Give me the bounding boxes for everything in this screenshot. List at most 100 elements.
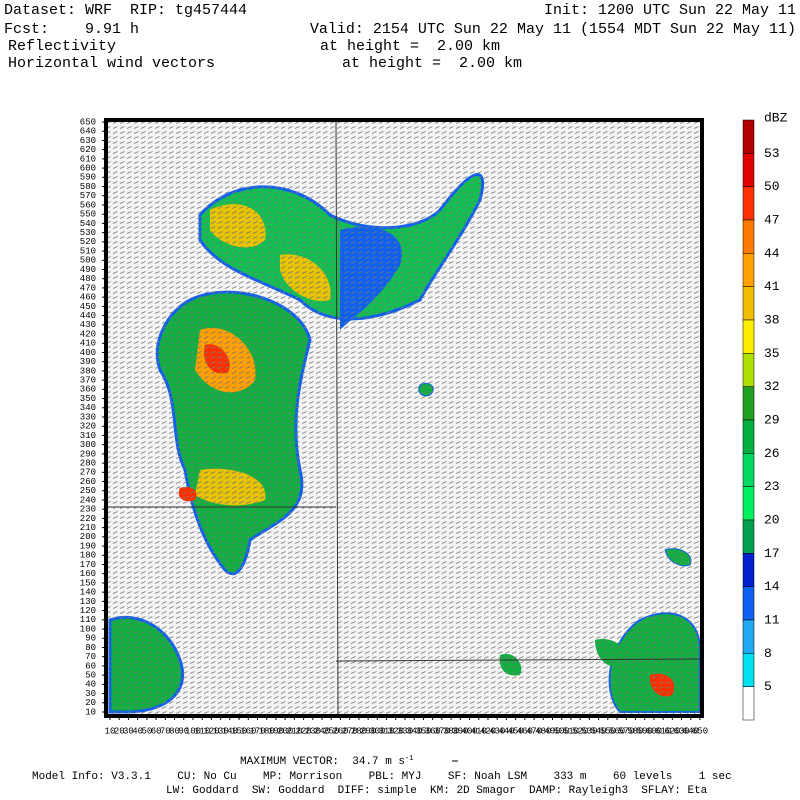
y-tick-label: 330 (80, 412, 96, 422)
x-tick-label: 180 (259, 726, 275, 736)
y-tick-label: 550 (80, 210, 96, 220)
x-tick-label: 270 (342, 726, 358, 736)
x-tick-label: 150 (231, 726, 247, 736)
y-tick-label: 470 (80, 283, 96, 293)
y-tick-label: 620 (80, 145, 96, 155)
y-tick-label: 180 (80, 551, 96, 561)
y-tick-label: 510 (80, 246, 96, 256)
dataset: Dataset: WRF RIP: tg457444 (4, 2, 247, 19)
x-tick-label: 20 (114, 726, 125, 736)
x-tick-label: 80 (169, 726, 180, 736)
x-tick-label: 190 (268, 726, 284, 736)
x-tick-label: 230 (305, 726, 321, 736)
colorbar-box (742, 419, 755, 454)
y-tick-label: 640 (80, 127, 96, 137)
colorbar-label: 11 (764, 612, 780, 627)
x-tick-label: 140 (222, 726, 238, 736)
colorbar-label: 26 (764, 446, 780, 461)
y-tick-label: 480 (80, 274, 96, 284)
y-tick-label: 650 (80, 117, 96, 127)
y-tick-label: 540 (80, 219, 96, 229)
y-tick-label: 290 (80, 449, 96, 459)
y-tick-label: 630 (80, 136, 96, 146)
y-tick-label: 110 (80, 615, 96, 625)
colorbar-label: 29 (764, 412, 780, 427)
y-tick-label: 20 (85, 698, 96, 708)
y-tick-label: 340 (80, 403, 96, 413)
model-info: Model Info: V3.3.1 CU: No Cu MP: Morriso… (32, 771, 732, 783)
colorbar-box (742, 353, 755, 387)
y-tick-label: 150 (80, 578, 96, 588)
fcst: Fcst: 9.91 h (4, 21, 139, 38)
colorbar-label: 23 (764, 479, 780, 494)
map-frame (104, 118, 704, 718)
y-tick-label: 80 (85, 643, 96, 653)
y-tick-label: 610 (80, 154, 96, 164)
colorbar-label: 17 (764, 546, 780, 561)
max-vector-text: MAXIMUM VECTOR: 34.7 m s (240, 756, 405, 768)
x-tick-label: 630 (673, 726, 689, 736)
y-tick-label: 260 (80, 477, 96, 487)
y-tick-label: 590 (80, 173, 96, 183)
x-tick-label: 650 (692, 726, 708, 736)
colorbar-label: 44 (764, 246, 780, 261)
y-tick-label: 460 (80, 293, 96, 303)
x-tick-label: 290 (360, 726, 376, 736)
x-tick-label: 350 (415, 726, 431, 736)
height: at height = 2.00 km (320, 38, 500, 55)
x-tick-label: 200 (277, 726, 293, 736)
colorbar-label: 20 (764, 512, 780, 527)
x-tick-label: 430 (489, 726, 505, 736)
boundaries (108, 121, 701, 715)
y-tick-label: 520 (80, 237, 96, 247)
x-tick-label: 220 (295, 726, 311, 736)
colorbar-label: 50 (764, 179, 780, 194)
y-tick-label: 250 (80, 486, 96, 496)
y-tick-label: 130 (80, 597, 96, 607)
valid: Valid: 2154 UTC Sun 22 May 11 (1554 MDT … (310, 21, 796, 38)
colorbar-label: 8 (764, 646, 772, 661)
y-tick-label: 390 (80, 357, 96, 367)
x-tick-label: 60 (151, 726, 162, 736)
x-tick-label: 440 (498, 726, 514, 736)
x-tick-label: 470 (526, 726, 542, 736)
y-tick-label: 430 (80, 320, 96, 330)
y-tick-label: 490 (80, 265, 96, 275)
colorbar-unit: dBZ (764, 110, 788, 125)
y-tick-label: 410 (80, 339, 96, 349)
x-tick-label: 390 (452, 726, 468, 736)
x-tick-label: 520 (572, 726, 588, 736)
y-tick-label: 220 (80, 514, 96, 524)
wind-vectors (106, 120, 702, 716)
x-tick-label: 110 (194, 726, 210, 736)
colorbar-box (742, 219, 755, 254)
y-tick-label: 140 (80, 588, 96, 598)
y-tick-label: 230 (80, 505, 96, 515)
y-tick-label: 90 (85, 634, 96, 644)
y-tick-label: 360 (80, 385, 96, 395)
x-tick-label: 320 (388, 726, 404, 736)
x-tick-label: 600 (646, 726, 662, 736)
colorbar-box (742, 553, 755, 587)
x-tick-label: 30 (123, 726, 134, 736)
y-tick-label: 190 (80, 541, 96, 551)
x-tick-label: 340 (406, 726, 422, 736)
x-tick-label: 580 (627, 726, 643, 736)
x-tick-label: 540 (590, 726, 606, 736)
x-tick-label: 400 (461, 726, 477, 736)
physics: LW: Goddard SW: Goddard DIFF: simple KM:… (166, 785, 708, 797)
y-tick-label: 210 (80, 523, 96, 533)
x-tick-label: 240 (314, 726, 330, 736)
x-tick-label: 130 (213, 726, 229, 736)
y-tick-label: 370 (80, 376, 96, 386)
y-tick-label: 10 (85, 707, 96, 717)
y-tick-label: 40 (85, 680, 96, 690)
colorbar-box (742, 686, 755, 721)
y-tick-label: 60 (85, 661, 96, 671)
colorbar-label: 38 (764, 312, 780, 327)
x-tick-label: 450 (508, 726, 524, 736)
x-tick-label: 610 (655, 726, 671, 736)
x-tick-label: 10 (105, 726, 116, 736)
colorbar-label: 47 (764, 212, 780, 227)
x-tick-label: 260 (332, 726, 348, 736)
